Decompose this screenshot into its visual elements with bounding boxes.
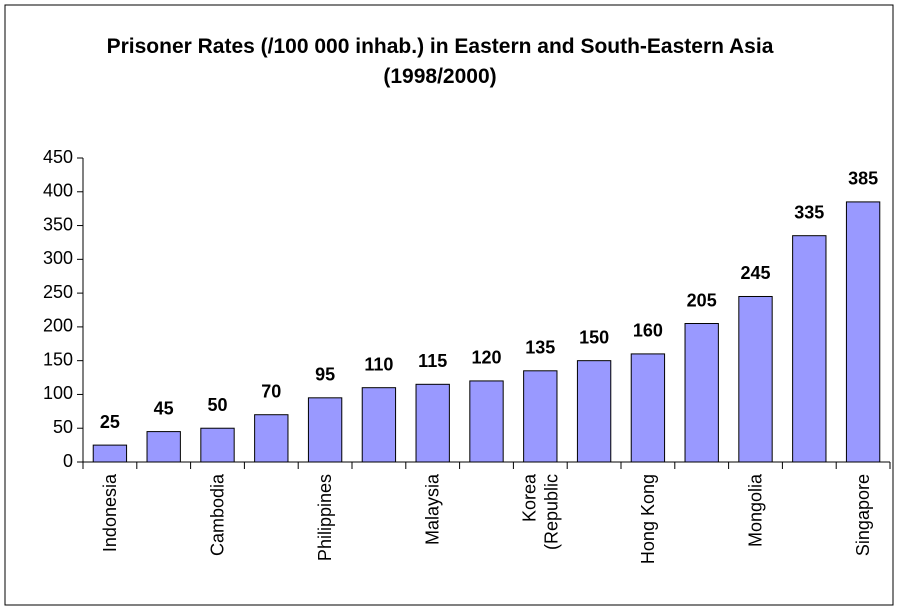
y-tick-label: 450 bbox=[43, 147, 73, 167]
value-label: 245 bbox=[740, 263, 770, 283]
chart-title: Prisoner Rates (/100 000 inhab.) in East… bbox=[106, 35, 774, 88]
value-label: 50 bbox=[207, 395, 227, 415]
bar bbox=[92, 444, 128, 463]
y-tick-label: 300 bbox=[43, 248, 73, 268]
bar bbox=[415, 383, 450, 463]
bar bbox=[254, 414, 289, 463]
value-label: 45 bbox=[154, 398, 174, 418]
y-tick-label: 200 bbox=[43, 316, 73, 336]
x-tick-label: Cambodia bbox=[207, 474, 228, 557]
x-tick-label: Singapore bbox=[853, 474, 874, 557]
y-tick-label: 350 bbox=[43, 214, 73, 234]
y-tick-label: 0 bbox=[63, 451, 73, 471]
value-label: 150 bbox=[579, 327, 609, 347]
x-tick-label: Malaysia bbox=[422, 474, 443, 546]
value-label: 160 bbox=[633, 321, 663, 341]
bar bbox=[523, 370, 558, 463]
bar bbox=[845, 201, 881, 463]
y-tick-label: 400 bbox=[43, 181, 73, 201]
bar bbox=[361, 387, 397, 463]
bar bbox=[576, 360, 612, 463]
y-tick-label: 100 bbox=[43, 383, 73, 403]
value-label: 25 bbox=[100, 412, 120, 432]
value-label: 385 bbox=[848, 169, 878, 189]
value-label: 135 bbox=[525, 338, 555, 358]
bar bbox=[469, 380, 504, 463]
bar bbox=[792, 235, 827, 463]
value-label: 110 bbox=[364, 354, 393, 374]
x-tick-label: Hong Kong bbox=[637, 474, 658, 565]
value-label: 115 bbox=[418, 351, 447, 371]
chart-border bbox=[4, 4, 894, 606]
x-tick-label: Indonesia bbox=[99, 474, 120, 553]
x-tick-label: Korea (Republic bbox=[519, 474, 562, 551]
x-tick-label: Mongolia bbox=[745, 474, 766, 548]
bar bbox=[630, 353, 666, 463]
value-label: 205 bbox=[687, 290, 717, 310]
value-label: 120 bbox=[471, 348, 501, 368]
bar bbox=[200, 427, 235, 463]
bar bbox=[738, 295, 773, 463]
y-tick-label: 50 bbox=[53, 417, 73, 437]
value-label: 335 bbox=[794, 202, 824, 222]
y-tick-label: 250 bbox=[43, 282, 73, 302]
value-label: 95 bbox=[315, 365, 335, 385]
value-label: 70 bbox=[261, 381, 281, 401]
bar bbox=[307, 397, 343, 463]
bar bbox=[146, 431, 181, 463]
y-tick-label: 150 bbox=[43, 349, 73, 369]
bar bbox=[684, 323, 719, 463]
x-tick-label: Philippines bbox=[315, 474, 336, 562]
